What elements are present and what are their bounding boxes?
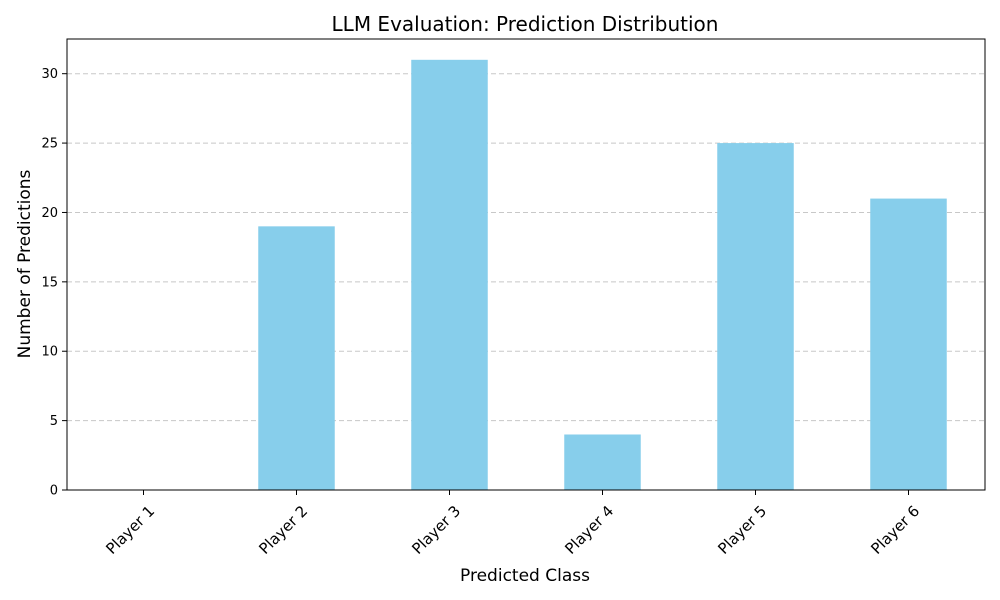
- grid-lines: [67, 73, 985, 422]
- x-tick-label: Player 1: [102, 502, 158, 558]
- x-tick-label: Player 4: [561, 502, 617, 558]
- y-axis-ticks: 0 5 10 15 20 25 30: [41, 67, 67, 499]
- bar: [411, 59, 488, 491]
- y-tick-label: 25: [41, 137, 58, 152]
- x-axis-label: Predicted Class: [460, 566, 590, 586]
- bar: [870, 198, 947, 491]
- x-tick-label: Player 2: [255, 502, 311, 558]
- bars: [258, 59, 947, 491]
- bar: [717, 143, 794, 491]
- chart-title: LLM Evaluation: Prediction Distribution: [332, 12, 719, 36]
- y-tick-label: 5: [50, 414, 58, 429]
- bar: [564, 434, 641, 490]
- plot-frame: [66, 38, 986, 491]
- y-tick-label: 30: [41, 67, 58, 82]
- y-tick-label: 20: [41, 206, 58, 221]
- x-axis-ticks: Player 1 Player 2 Player 3 Player 4 Player 5…: [102, 490, 923, 558]
- y-tick-label: 15: [41, 275, 58, 290]
- y-tick-label: 10: [41, 345, 58, 360]
- y-tick-label: 0: [50, 484, 58, 499]
- x-tick-label: Player 3: [408, 502, 464, 558]
- y-axis-label: Number of Predictions: [15, 169, 35, 358]
- bar: [258, 226, 335, 491]
- x-tick-label: Player 6: [867, 502, 923, 558]
- x-tick-label: Player 5: [714, 502, 770, 558]
